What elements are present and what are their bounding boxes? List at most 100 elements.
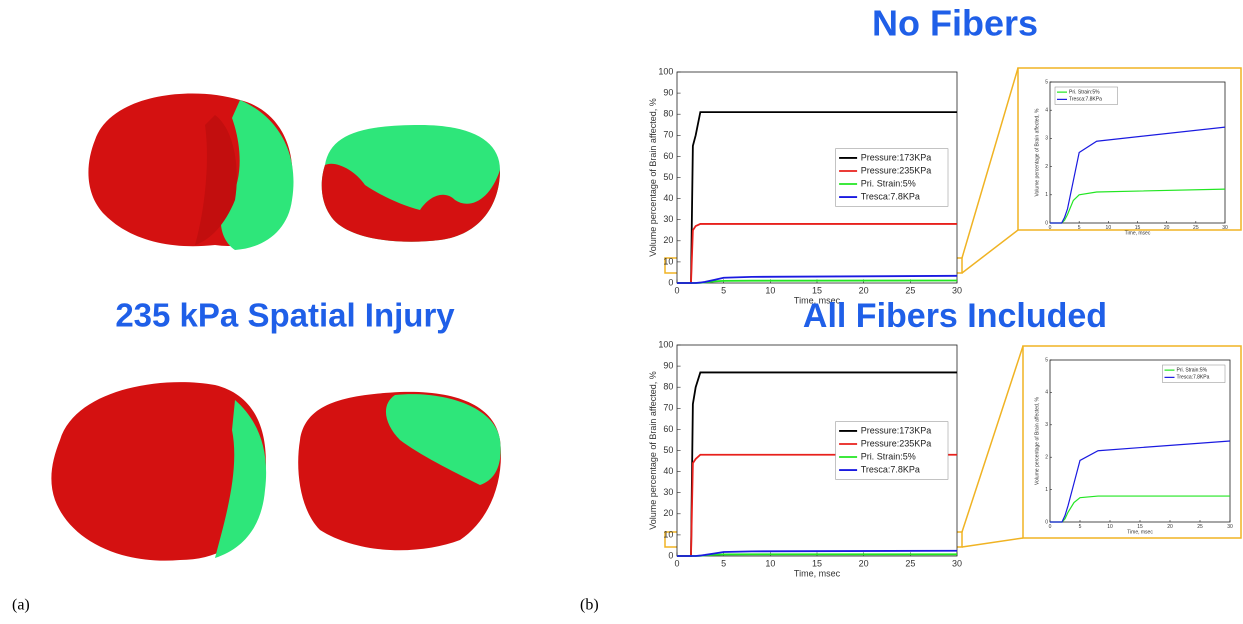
x-tick-label: 5 bbox=[1079, 524, 1082, 530]
data-line bbox=[1050, 440, 1231, 523]
y-tick-label: 30 bbox=[663, 487, 673, 497]
x-tick-label: 20 bbox=[859, 285, 869, 295]
legend-box bbox=[1162, 364, 1226, 383]
y-tick-label: 3 bbox=[1045, 136, 1048, 142]
y-tick-label: 3 bbox=[1045, 422, 1048, 428]
x-tick-label: 25 bbox=[1193, 225, 1199, 231]
legend-box bbox=[1054, 86, 1118, 105]
legend-label: Tresca:7.8KPa bbox=[1177, 375, 1210, 381]
y-tick-label: 40 bbox=[663, 193, 673, 203]
x-tick-label: 15 bbox=[1137, 524, 1143, 530]
y-axis-label: Volume percentage of Brain affected, % bbox=[1034, 396, 1040, 485]
y-tick-label: 1 bbox=[1045, 192, 1048, 198]
data-line bbox=[677, 453, 957, 557]
legend-label: Pri. Strain:5% bbox=[861, 178, 916, 188]
y-axis-label: Volume percentage of Brain affected, % bbox=[648, 98, 658, 256]
brain-render bbox=[195, 115, 237, 245]
y-tick-label: 20 bbox=[663, 508, 673, 518]
chart-title: All Fibers Included bbox=[803, 297, 1107, 335]
legend-label: Tresca:7.8KPa bbox=[861, 191, 920, 201]
x-tick-label: 20 bbox=[859, 558, 869, 568]
y-tick-label: 2 bbox=[1045, 455, 1048, 461]
y-tick-label: 10 bbox=[663, 256, 673, 266]
y-tick-label: 4 bbox=[1045, 390, 1048, 396]
y-tick-label: 0 bbox=[668, 550, 673, 560]
x-tick-label: 30 bbox=[952, 558, 962, 568]
y-tick-label: 100 bbox=[658, 66, 673, 76]
x-tick-label: 30 bbox=[1227, 524, 1233, 530]
chart-title: No Fibers bbox=[872, 3, 1038, 44]
y-tick-label: 50 bbox=[663, 172, 673, 182]
inset-frame bbox=[1017, 67, 1242, 231]
data-line bbox=[677, 223, 957, 284]
zoom-line bbox=[961, 67, 1019, 259]
x-axis-label: Time, msec bbox=[1125, 230, 1151, 236]
x-tick-label: 25 bbox=[905, 558, 915, 568]
legend-label: Pri. Strain:5% bbox=[1069, 89, 1100, 95]
x-tick-label: 10 bbox=[765, 285, 775, 295]
x-axis-label: Time, msec bbox=[1127, 529, 1153, 535]
x-tick-label: 30 bbox=[952, 285, 962, 295]
x-tick-label: 0 bbox=[674, 285, 679, 295]
legend-label: Pressure:173KPa bbox=[861, 425, 932, 435]
brain-render bbox=[321, 163, 500, 242]
legend-label: Pressure:173KPa bbox=[861, 152, 932, 162]
y-tick-label: 70 bbox=[663, 130, 673, 140]
x-tick-label: 25 bbox=[1197, 524, 1203, 530]
y-tick-label: 5 bbox=[1045, 79, 1048, 85]
legend-label: Pressure:235KPa bbox=[861, 438, 932, 448]
brain-render bbox=[215, 400, 267, 558]
y-tick-label: 4 bbox=[1045, 108, 1048, 114]
y-tick-label: 40 bbox=[663, 466, 673, 476]
legend-label: Pri. Strain:5% bbox=[1177, 367, 1208, 373]
y-tick-label: 70 bbox=[663, 403, 673, 413]
x-tick-label: 0 bbox=[1049, 225, 1052, 231]
zoom-line bbox=[961, 345, 1024, 533]
brain-render bbox=[385, 394, 501, 485]
x-tick-label: 0 bbox=[674, 558, 679, 568]
brain-render bbox=[51, 382, 266, 561]
legend-label: Pressure:235KPa bbox=[861, 165, 932, 175]
x-tick-label: 15 bbox=[1135, 225, 1141, 231]
x-tick-label: 25 bbox=[905, 285, 915, 295]
x-tick-label: 20 bbox=[1167, 524, 1173, 530]
data-line bbox=[1050, 126, 1226, 224]
zoom-line bbox=[961, 229, 1019, 274]
x-tick-label: 0 bbox=[1049, 524, 1052, 530]
data-line bbox=[677, 274, 958, 284]
x-tick-label: 30 bbox=[1222, 225, 1228, 231]
plot-area bbox=[1049, 359, 1231, 523]
y-tick-label: 10 bbox=[663, 529, 673, 539]
y-tick-label: 50 bbox=[663, 445, 673, 455]
legend-label: Tresca:7.8KPa bbox=[1069, 97, 1102, 103]
y-tick-label: 80 bbox=[663, 109, 673, 119]
panel-label: (b) bbox=[580, 597, 599, 614]
brain-images bbox=[51, 93, 501, 561]
y-tick-label: 5 bbox=[1045, 357, 1048, 363]
zoom-line bbox=[961, 537, 1024, 548]
y-tick-label: 0 bbox=[1045, 220, 1048, 226]
y-tick-label: 60 bbox=[663, 424, 673, 434]
y-tick-label: 20 bbox=[663, 235, 673, 245]
x-tick-label: 5 bbox=[721, 558, 726, 568]
panel-label: (a) bbox=[12, 597, 30, 614]
inset-frame bbox=[1022, 345, 1242, 539]
x-tick-label: 10 bbox=[1106, 225, 1112, 231]
data-line bbox=[677, 549, 958, 557]
y-tick-label: 100 bbox=[658, 339, 673, 349]
x-tick-label: 10 bbox=[765, 558, 775, 568]
y-tick-label: 0 bbox=[668, 277, 673, 287]
x-axis-label: Time, msec bbox=[794, 568, 841, 578]
y-tick-label: 1 bbox=[1045, 487, 1048, 493]
panel-title: 235 kPa Spatial Injury bbox=[115, 297, 455, 334]
legend-label: Tresca:7.8KPa bbox=[861, 464, 920, 474]
y-tick-label: 60 bbox=[663, 151, 673, 161]
y-axis-label: Volume percentage of Brain affected, % bbox=[648, 371, 658, 529]
y-axis-label: Volume percentage of Brain affected, % bbox=[1034, 108, 1040, 197]
legend-label: Pri. Strain:5% bbox=[861, 451, 916, 461]
data-line bbox=[677, 111, 957, 284]
brain-render bbox=[220, 100, 294, 250]
y-tick-label: 30 bbox=[663, 214, 673, 224]
